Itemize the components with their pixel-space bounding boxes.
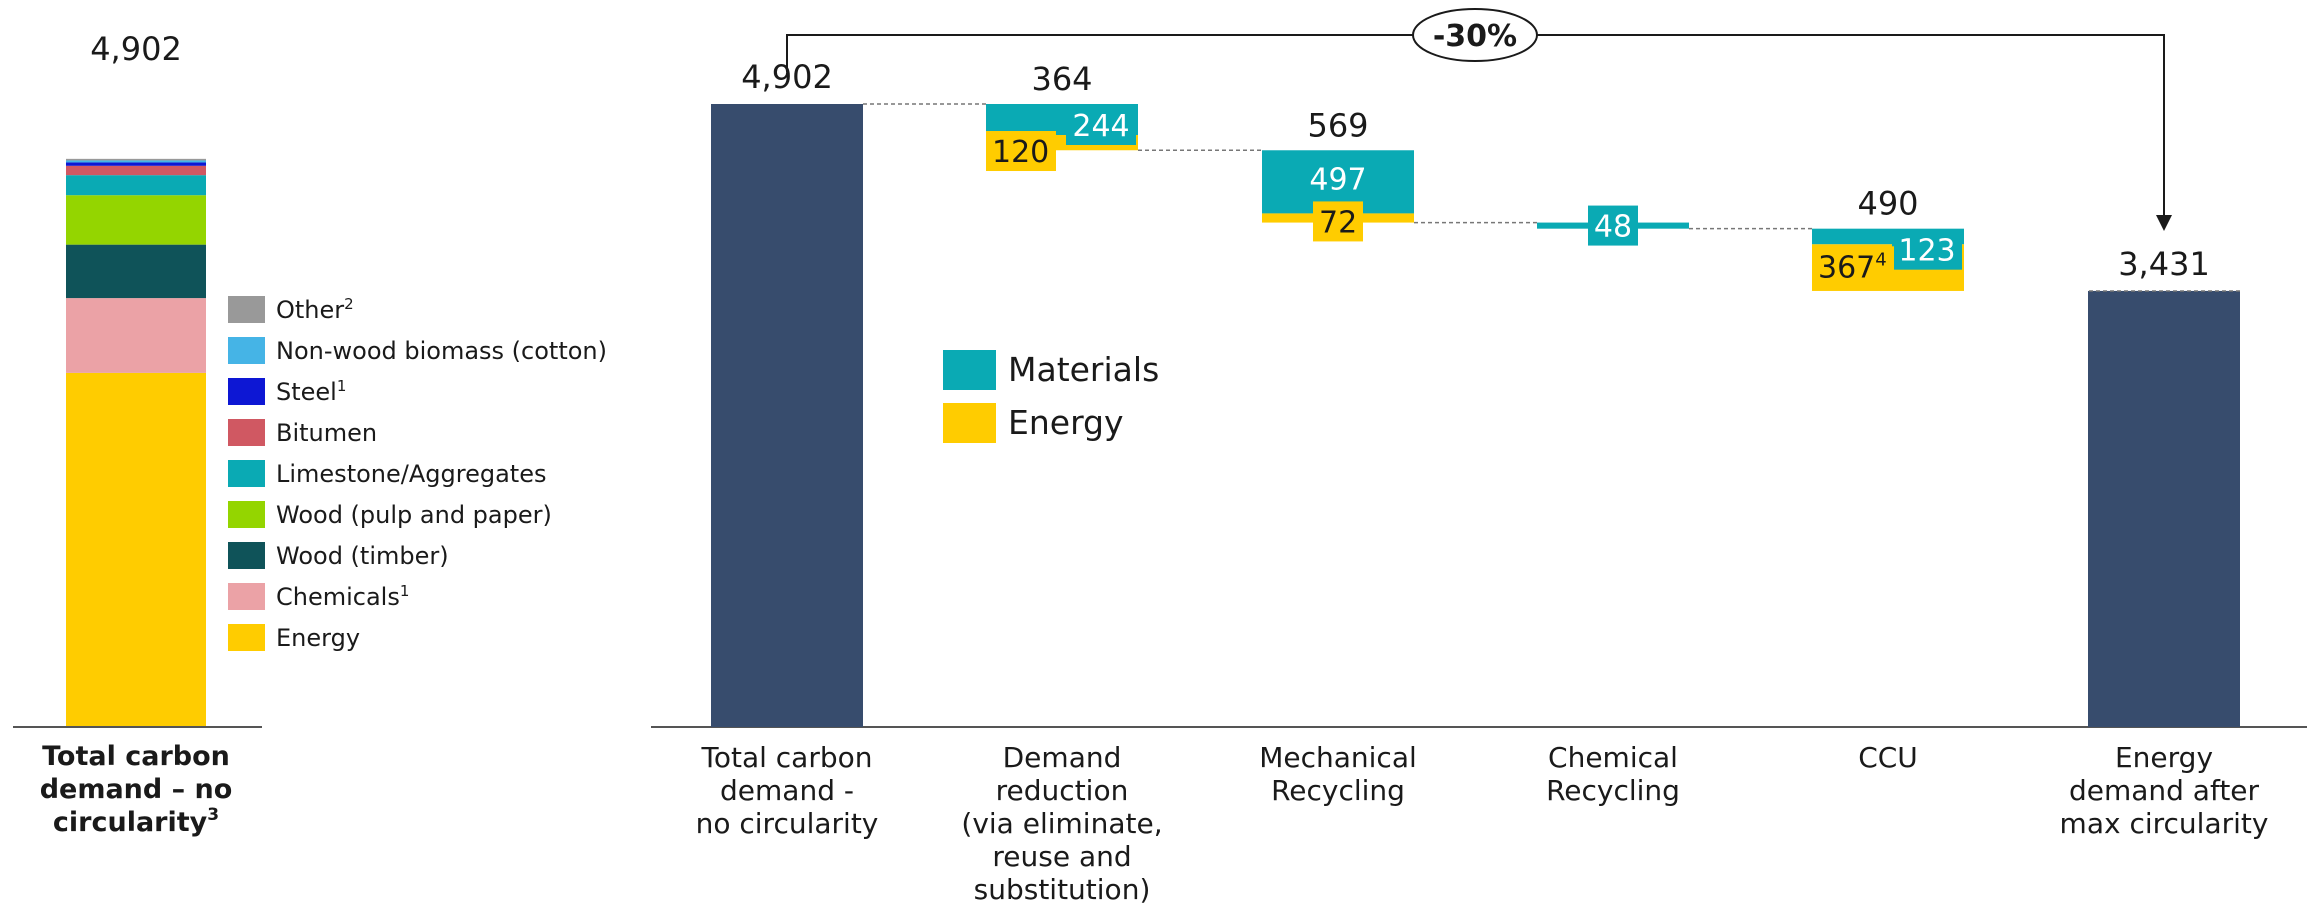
stack-axis-label-line: circularity3 (53, 805, 219, 838)
legend-swatch (228, 624, 265, 651)
waterfall-category-label: Energy (2115, 741, 2213, 774)
materials-value-label: 48 (1594, 210, 1632, 245)
waterfall-category-label: demand after (2069, 774, 2260, 807)
materials-value-label: 244 (1072, 109, 1129, 144)
legend-label: Steel1 (276, 377, 346, 406)
waterfall-category-label: Total carbon (700, 741, 872, 774)
waterfall-category-label: Mechanical (1259, 741, 1417, 774)
legend-swatch (228, 337, 265, 364)
stack-segment-other (66, 158, 206, 161)
energy-value-box (986, 131, 1056, 172)
stack-total-label: 4,902 (90, 30, 182, 68)
materials-value-box (1066, 105, 1136, 145)
legend-swatch (228, 378, 265, 405)
stack-axis-label-line: Total carbon (42, 741, 230, 772)
stack-segment-wood-timber- (66, 244, 206, 299)
change-badge (1412, 8, 1538, 62)
materials-value-label: 497 (1309, 162, 1366, 197)
waterfall-category-label: demand - (720, 774, 854, 807)
stack-axis-label-line: demand – no (40, 774, 233, 805)
stack-segment-energy (66, 372, 206, 727)
change-label: -30% (1433, 19, 1517, 54)
legend-label: Energy (276, 624, 360, 652)
legend-swatch (228, 583, 265, 610)
legend-label: Wood (timber) (276, 542, 449, 570)
waterfall-category-label: (via eliminate, (961, 807, 1162, 840)
materials-value-box (1303, 158, 1373, 199)
stack-segment-limestone-aggregates (66, 175, 206, 196)
waterfall-category-label: max circularity (2060, 807, 2269, 840)
legend-label: Bitumen (276, 419, 377, 447)
waterfall-category-label: reuse and (992, 840, 1131, 873)
energy-value-box (1313, 201, 1363, 242)
waterfall-category-label: Recycling (1546, 774, 1680, 807)
waterfall-total-bar (2088, 290, 2240, 727)
energy-value-label: 120 (992, 135, 1049, 170)
waterfall-total-bar (711, 104, 863, 727)
stack-segment-non-wood-biomass-cotton- (66, 160, 206, 163)
legend-label: Non-wood biomass (cotton) (276, 337, 607, 365)
legend-swatch (228, 501, 265, 528)
legend-label: Limestone/Aggregates (276, 460, 546, 488)
legend-label: Chemicals1 (276, 582, 409, 611)
waterfall-category-label: CCU (1858, 741, 1918, 774)
stack-segment-chemicals (66, 298, 206, 373)
waterfall-category-label: substitution) (974, 873, 1151, 906)
legend-swatch (228, 296, 265, 323)
waterfall-category-label: Demand (1003, 741, 1122, 774)
waterfall-total-label: 3,431 (2118, 245, 2210, 283)
legend-swatch (228, 460, 265, 487)
energy-value-label: 72 (1319, 205, 1357, 240)
waterfall-category-label: reduction (996, 774, 1129, 807)
waterfall-legend-label: Materials (1008, 350, 1159, 389)
stack-segment-wood-pulp-and-paper- (66, 195, 206, 245)
legend-label: Other2 (276, 295, 354, 324)
waterfall-category-label: Chemical (1548, 741, 1678, 774)
energy-value-box (1812, 246, 1894, 287)
legend-label: Wood (pulp and paper) (276, 501, 552, 529)
waterfall-step-total-label: 490 (1857, 185, 1918, 223)
materials-value-label: 123 (1898, 234, 1955, 269)
waterfall-category-label: Recycling (1271, 774, 1405, 807)
waterfall-step-total-label: 364 (1031, 60, 1092, 98)
stack-segment-bitumen (66, 165, 206, 176)
stack-segment-steel (66, 162, 206, 166)
materials-value-box (1588, 205, 1638, 246)
materials-value-box (1892, 229, 1962, 270)
change-arrowhead (2156, 214, 2172, 231)
waterfall-step-total-label: 569 (1307, 106, 1368, 144)
legend-swatch (228, 542, 265, 569)
waterfall-legend-swatch (943, 350, 996, 390)
legend-swatch (228, 419, 265, 446)
waterfall-category-label: no circularity (696, 807, 879, 840)
energy-value-label: 3674 (1818, 249, 1887, 285)
waterfall-legend-label: Energy (1008, 403, 1124, 442)
waterfall-legend-swatch (943, 403, 996, 443)
